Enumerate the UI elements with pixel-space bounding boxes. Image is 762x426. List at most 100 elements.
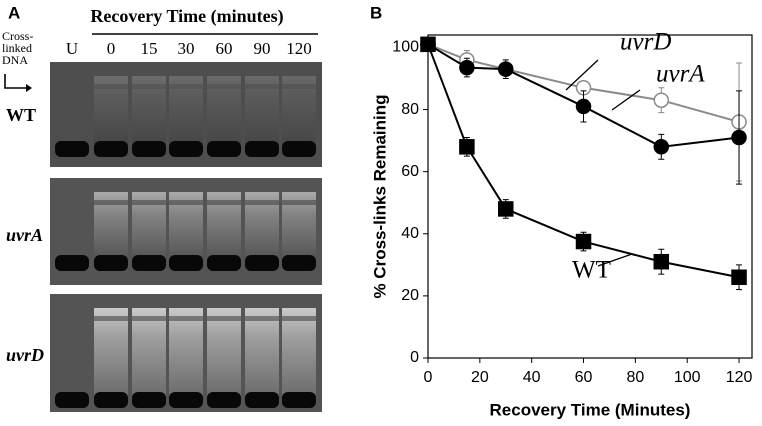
x-tick-label: 60 <box>575 369 593 386</box>
marker <box>731 129 747 146</box>
y-tick-label: 80 <box>401 101 419 118</box>
plot-frame <box>427 34 753 359</box>
crosslink-arrow <box>4 74 26 89</box>
gel-band <box>94 255 128 271</box>
gel-band <box>132 255 166 271</box>
marker <box>653 139 670 155</box>
marker <box>575 233 592 250</box>
gel-upper-band <box>169 84 203 89</box>
gel-band <box>169 255 203 271</box>
chart: 0 20 40 60 80 100 0 20 40 60 80 100 120 Recovery Time… <box>370 29 753 419</box>
series-label: WT <box>572 257 611 284</box>
gel-smear <box>94 76 128 149</box>
gel-band <box>282 255 316 271</box>
gel-upper-band <box>207 84 241 89</box>
x-tick-label: 100 <box>674 369 701 386</box>
marker <box>498 61 514 77</box>
marker <box>653 92 670 108</box>
gel-upper-band <box>245 316 279 321</box>
gel-band <box>282 392 316 408</box>
gel-band <box>207 141 241 157</box>
gel-upper-band <box>282 316 316 321</box>
row-label: uvrD <box>6 345 44 365</box>
gel-smear <box>207 308 241 400</box>
gel-smear <box>169 76 203 149</box>
gel-smear <box>132 76 166 149</box>
series-label: uvrA <box>656 61 705 88</box>
gel-upper-band <box>94 84 128 89</box>
y-tick-label: 60 <box>401 163 419 180</box>
x-tick-label: 120 <box>726 369 753 386</box>
lane-label: 30 <box>178 39 195 58</box>
gel-title: Recovery Time (minutes) <box>90 6 283 27</box>
gel-upper-band <box>132 84 166 89</box>
gel-smear <box>245 76 279 149</box>
marker <box>731 269 747 285</box>
crosslink-arrowhead <box>26 84 32 92</box>
marker <box>575 98 592 115</box>
gel-band <box>169 141 203 157</box>
row-label: uvrA <box>6 225 43 245</box>
crosslinked-label: Cross- <box>2 29 33 43</box>
y-tick-label: 20 <box>401 287 419 304</box>
y-tick-label: 100 <box>392 39 419 56</box>
gel-smear <box>245 308 279 400</box>
gel-smear <box>282 308 316 400</box>
gel-upper-band <box>94 316 128 321</box>
row-label: WT <box>6 105 36 125</box>
lane-label: 15 <box>141 39 158 58</box>
marker <box>498 201 514 217</box>
panel-letter: B <box>370 3 382 22</box>
gel-smear <box>132 308 166 400</box>
gel-band <box>132 141 166 157</box>
x-tick-label: 0 <box>424 369 433 386</box>
series-label: uvrD <box>620 29 671 56</box>
panel-letter: A <box>8 3 20 22</box>
gel-upper-band <box>282 200 316 205</box>
gel-upper-band <box>245 200 279 205</box>
gel-smear <box>94 308 128 400</box>
gel-band <box>169 392 203 408</box>
marker <box>459 59 475 76</box>
lane-label: 0 <box>107 39 116 58</box>
gel-band <box>94 392 128 408</box>
x-tick-label: 80 <box>626 369 644 386</box>
gel-smear <box>207 76 241 149</box>
lane-label: 120 <box>286 39 312 58</box>
gel <box>50 62 322 412</box>
marker <box>459 139 475 155</box>
lane-label: 60 <box>216 39 233 58</box>
y-tick-label: 40 <box>401 225 419 242</box>
series-line <box>427 43 740 279</box>
gel-band <box>245 392 279 408</box>
gel-band <box>55 141 89 157</box>
x-tick-label: 20 <box>471 369 489 386</box>
gel-upper-band <box>282 84 316 89</box>
gel-upper-band <box>207 200 241 205</box>
gel-upper-band <box>132 316 166 321</box>
gel-band <box>132 392 166 408</box>
lane-label: 90 <box>254 39 271 58</box>
gel-band <box>245 255 279 271</box>
gel-band <box>94 141 128 157</box>
lane-label: U <box>66 39 78 58</box>
gel-band <box>245 141 279 157</box>
gel-upper-band <box>207 316 241 321</box>
marker <box>420 36 436 53</box>
gel-band <box>55 255 89 271</box>
gel-upper-band <box>169 200 203 205</box>
crosslinked-label: linked <box>2 41 32 55</box>
gel-band <box>207 392 241 408</box>
x-axis-label: Recovery Time (Minutes) <box>490 400 691 419</box>
y-tick-label: 0 <box>410 349 419 366</box>
label-leader <box>611 89 641 111</box>
gel-upper-band <box>169 316 203 321</box>
label-leader <box>565 59 599 91</box>
gel-smear <box>169 308 203 400</box>
gel-upper-band <box>132 200 166 205</box>
gel-band <box>207 255 241 271</box>
label-leader <box>597 253 633 267</box>
y-axis-label: % Cross-links Remaining <box>370 94 389 298</box>
